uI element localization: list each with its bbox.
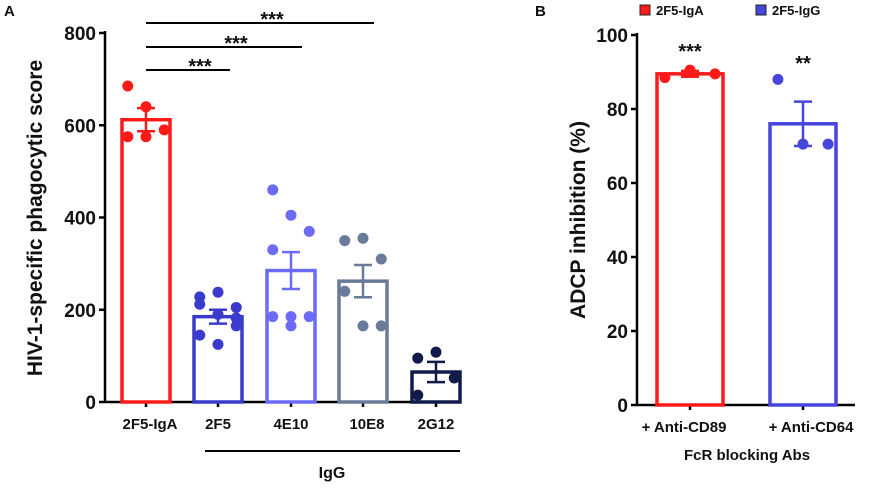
data-point xyxy=(375,320,387,332)
legend-label: 2F5-IgG xyxy=(772,3,820,18)
data-point xyxy=(212,286,224,298)
data-point xyxy=(448,372,460,384)
y-tick-label: 200 xyxy=(64,301,96,322)
data-point xyxy=(158,124,170,136)
data-point xyxy=(285,209,297,221)
legend-label: 2F5-IgA xyxy=(656,3,704,18)
y-tick-label: 600 xyxy=(64,116,96,137)
data-point xyxy=(303,225,315,237)
data-point xyxy=(267,311,279,323)
data-point xyxy=(140,131,152,143)
data-point xyxy=(375,253,387,265)
data-point xyxy=(772,73,784,85)
data-point xyxy=(659,72,671,84)
data-point xyxy=(194,329,206,341)
y-tick-label: 0 xyxy=(617,396,628,417)
data-point xyxy=(122,80,134,92)
bar-2F5-IgA xyxy=(120,117,172,404)
panel-a-group-label: IgG xyxy=(319,465,346,482)
data-point xyxy=(194,298,206,310)
data-point xyxy=(339,285,351,297)
data-point xyxy=(412,389,424,401)
y-tick-label: 60 xyxy=(607,174,628,195)
data-point xyxy=(709,68,721,80)
x-tick-label: 2G12 xyxy=(418,416,455,433)
panel-b-xlabel: FcR blocking Abs xyxy=(684,447,810,464)
x-tick-label: 4E10 xyxy=(273,416,308,433)
data-point xyxy=(303,311,315,323)
y-tick-label: 40 xyxy=(607,248,628,269)
x-tick-label: 2F5 xyxy=(205,416,231,433)
legend-swatch xyxy=(755,4,767,16)
panel-a-ylabel: HIV-1-specific phagocytic score xyxy=(24,60,47,376)
data-point xyxy=(357,232,369,244)
data-point xyxy=(339,235,351,247)
panel-b-ylabel: ADCP inhibition (%) xyxy=(567,121,590,319)
x-tick-label: + Anti-CD64 xyxy=(769,419,855,436)
data-point xyxy=(140,101,152,113)
data-point xyxy=(212,338,224,350)
data-point xyxy=(285,311,297,323)
legend-swatch xyxy=(639,4,651,16)
significance-label: *** xyxy=(260,9,284,31)
significance-label: *** xyxy=(224,33,248,55)
bar-10E8 xyxy=(337,279,389,404)
y-tick-label: 0 xyxy=(85,393,96,414)
data-point xyxy=(230,320,242,332)
data-point xyxy=(285,320,297,332)
bar-+ Anti-CD89 xyxy=(655,72,725,407)
data-point xyxy=(122,131,134,143)
y-tick-label: 400 xyxy=(64,209,96,230)
data-point xyxy=(230,312,242,324)
bar-+ Anti-CD64 xyxy=(768,122,838,407)
data-point xyxy=(357,320,369,332)
data-point xyxy=(412,352,424,364)
bar-4E10 xyxy=(265,268,317,404)
panel-b-label: B xyxy=(535,3,546,20)
significance-label: ** xyxy=(795,53,811,75)
data-point xyxy=(822,138,834,150)
panel-a-label: A xyxy=(4,3,15,20)
data-point xyxy=(230,301,242,313)
data-point xyxy=(430,346,442,358)
data-point xyxy=(267,184,279,196)
y-tick-label: 20 xyxy=(607,322,628,343)
y-tick-label: 800 xyxy=(64,24,96,45)
significance-label: *** xyxy=(188,56,212,78)
x-tick-label: 10E8 xyxy=(349,416,384,433)
y-tick-label: 100 xyxy=(596,26,628,47)
y-tick-label: 80 xyxy=(607,100,628,121)
x-tick-label: + Anti-CD89 xyxy=(642,419,727,436)
x-tick-label: 2F5-IgA xyxy=(122,416,177,433)
data-point xyxy=(267,244,279,256)
significance-label: *** xyxy=(678,41,702,63)
